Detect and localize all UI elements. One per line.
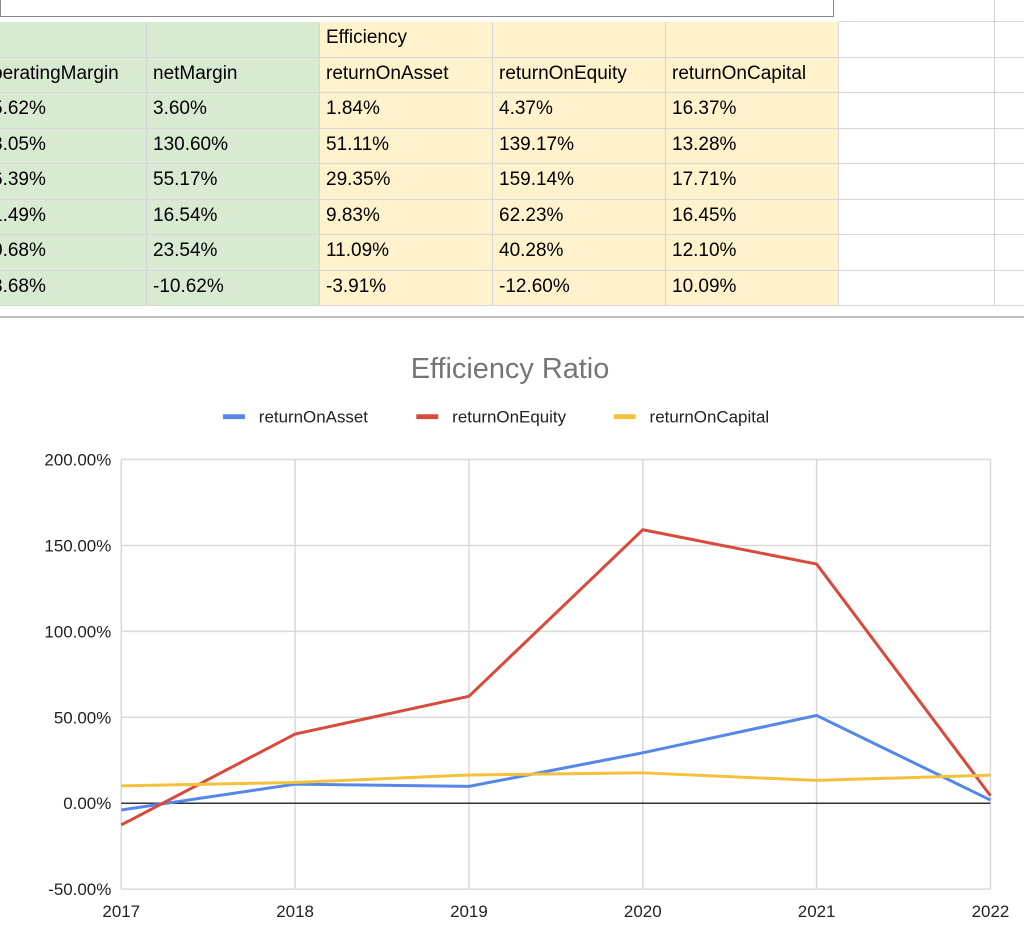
cell[interactable]: netMargin xyxy=(147,57,320,93)
cell[interactable]: Efficiency xyxy=(320,22,493,58)
y-tick-label: 0.00% xyxy=(63,794,111,813)
cell[interactable] xyxy=(839,128,995,164)
top-box xyxy=(0,0,834,17)
cell[interactable] xyxy=(839,0,995,22)
cell[interactable]: returnOnAsset xyxy=(320,57,493,93)
cell[interactable]: 51.11% xyxy=(320,128,493,164)
cell[interactable]: -10.62% xyxy=(147,270,320,306)
cell[interactable] xyxy=(839,57,995,93)
x-tick-label: 2021 xyxy=(798,902,836,921)
cell[interactable]: 16.54% xyxy=(147,199,320,235)
spreadsheet: Efficiency peratingMargin netMargin returnO… xyxy=(0,0,1024,316)
legend-label: returnOnCapital xyxy=(650,408,770,427)
cell[interactable]: 6.39% xyxy=(0,164,147,200)
cell[interactable]: 10.09% xyxy=(666,270,839,306)
cell[interactable] xyxy=(995,270,1024,306)
cell[interactable]: -3.91% xyxy=(320,270,493,306)
y-tick-label: 50.00% xyxy=(54,708,111,727)
cell[interactable]: 159.14% xyxy=(493,164,666,200)
cell[interactable]: 139.17% xyxy=(493,128,666,164)
y-tick-label: 150.00% xyxy=(44,536,111,555)
x-tick-label: 2019 xyxy=(450,902,488,921)
cell[interactable] xyxy=(666,22,839,58)
cell[interactable] xyxy=(839,199,995,235)
data-line xyxy=(121,771,991,788)
cell[interactable] xyxy=(839,22,995,58)
cell[interactable]: 23.54% xyxy=(147,235,320,271)
cell[interactable]: 62.23% xyxy=(493,199,666,235)
cell[interactable]: 130.60% xyxy=(147,128,320,164)
cell[interactable]: 1.49% xyxy=(0,199,147,235)
cell[interactable]: 12.10% xyxy=(666,235,839,271)
cell[interactable]: -12.60% xyxy=(493,270,666,306)
cell[interactable] xyxy=(995,93,1024,129)
cell[interactable]: 40.28% xyxy=(493,235,666,271)
cell[interactable]: 55.17% xyxy=(147,164,320,200)
cell[interactable]: 13.28% xyxy=(666,128,839,164)
cell[interactable]: 11.09% xyxy=(320,235,493,271)
y-tick-label: 200.00% xyxy=(44,451,111,470)
cell[interactable]: 17.71% xyxy=(666,164,839,200)
cell[interactable] xyxy=(995,57,1024,93)
cell[interactable] xyxy=(839,270,995,306)
cell[interactable] xyxy=(995,199,1024,235)
cell[interactable] xyxy=(0,22,147,58)
cell[interactable] xyxy=(995,164,1024,200)
cell[interactable] xyxy=(839,93,995,129)
cell[interactable]: 3.05% xyxy=(0,128,147,164)
cell[interactable]: 3.68% xyxy=(0,270,147,306)
cell[interactable]: returnOnCapital xyxy=(666,57,839,93)
y-tick-label: -50.00% xyxy=(48,880,111,899)
x-tick-label: 2020 xyxy=(624,902,662,921)
cell[interactable]: 29.35% xyxy=(320,164,493,200)
legend-label: returnOnAsset xyxy=(259,408,368,427)
cell[interactable]: 16.45% xyxy=(666,199,839,235)
cell[interactable]: 16.37% xyxy=(666,93,839,129)
cell[interactable] xyxy=(839,164,995,200)
cell[interactable]: 1.84% xyxy=(320,93,493,129)
cell[interactable] xyxy=(147,22,320,58)
cell[interactable] xyxy=(839,235,995,271)
cell[interactable] xyxy=(995,128,1024,164)
x-tick-label: 2017 xyxy=(102,902,140,921)
chart-title: Efficiency Ratio xyxy=(411,353,610,385)
cell[interactable]: 9.83% xyxy=(320,199,493,235)
data-line xyxy=(121,713,992,812)
cell[interactable]: 4.37% xyxy=(493,93,666,129)
chart: Efficiency Ratio -50.00% 0.00% 50.00% 100.0… xyxy=(0,316,1024,921)
cell[interactable]: 0.68% xyxy=(0,235,147,271)
y-tick-label: 100.00% xyxy=(44,622,111,641)
cell[interactable]: 5.62% xyxy=(0,93,147,129)
cell[interactable]: 3.60% xyxy=(147,93,320,129)
cell[interactable]: peratingMargin xyxy=(0,57,147,93)
cell[interactable] xyxy=(995,0,1024,22)
cell[interactable] xyxy=(493,22,666,58)
x-tick-label: 2018 xyxy=(276,902,314,921)
cell[interactable] xyxy=(995,235,1024,271)
legend-label: returnOnEquity xyxy=(452,408,566,427)
data-line xyxy=(120,528,992,827)
cell[interactable]: returnOnEquity xyxy=(493,57,666,93)
cell[interactable] xyxy=(995,22,1024,58)
x-tick-label: 2022 xyxy=(972,902,1010,921)
